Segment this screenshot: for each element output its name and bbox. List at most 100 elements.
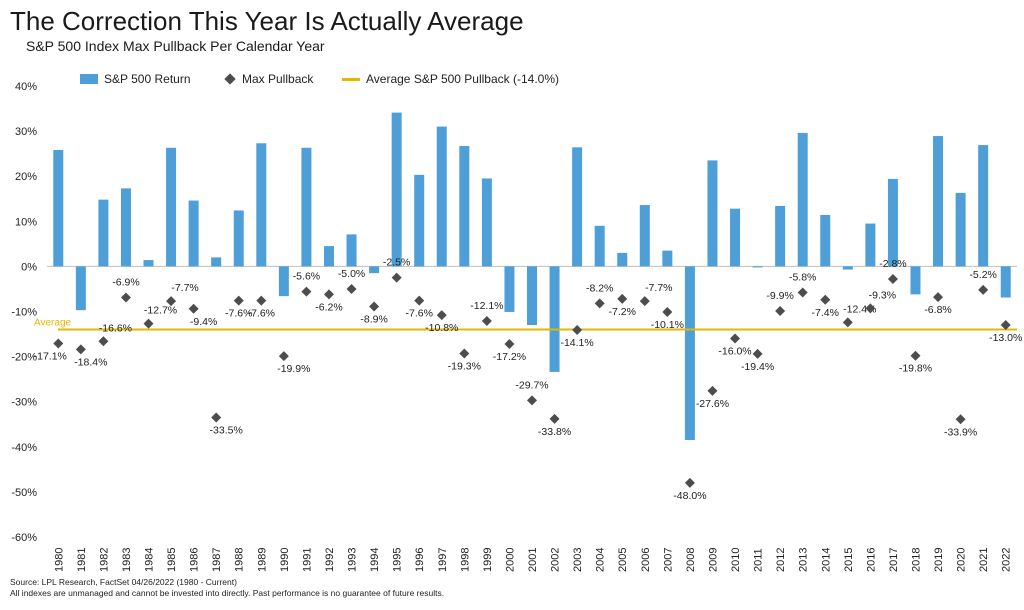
x-tick-label: 1980: [53, 548, 65, 572]
y-tick-label: 0%: [21, 261, 37, 273]
legend-item-average: Average S&P 500 Pullback (-14.0%): [342, 72, 559, 86]
pullback-marker-2016: [865, 303, 876, 314]
pullback-label-2021: -5.2%: [969, 269, 996, 281]
x-tick-label: 1988: [234, 548, 246, 572]
pullback-marker-1987: [211, 412, 222, 423]
bar-1994: [369, 266, 380, 274]
x-tick-label: 2018: [910, 548, 922, 572]
pullback-label-1991: -5.6%: [293, 271, 320, 283]
bar-2022: [1000, 266, 1011, 298]
pullback-marker-2022: [1000, 320, 1011, 331]
x-tick-label: 2019: [933, 548, 945, 572]
y-tick-label: -60%: [11, 532, 37, 544]
y-tick-label: -40%: [11, 442, 37, 454]
bar-2019: [933, 136, 944, 267]
y-tick-label: -20%: [11, 352, 37, 364]
x-tick-label: 2001: [527, 548, 539, 572]
bar-1981: [75, 266, 86, 311]
bar-1990: [278, 266, 289, 297]
bar-2001: [527, 266, 537, 326]
pullback-marker-1996: [414, 295, 425, 306]
pullback-marker-1998: [459, 348, 470, 359]
average-line-label: Average: [34, 318, 72, 329]
source-line-2: All indexes are unmanaged and cannot be …: [10, 588, 445, 598]
pullback-label-1999: -12.1%: [470, 300, 503, 312]
x-tick-label: 2014: [820, 548, 832, 572]
y-tick-label: -50%: [11, 487, 37, 499]
pullback-marker-2015: [842, 317, 853, 328]
pullback-marker-2004: [594, 298, 605, 309]
pullback-label-2014: -7.4%: [812, 307, 839, 319]
pullback-label-2022: -13.0%: [989, 332, 1022, 344]
source-line-1: Source: LPL Research, FactSet 04/26/2022…: [10, 577, 237, 587]
y-tick-label: 20%: [15, 171, 37, 183]
pullback-marker-1989: [256, 295, 267, 306]
pullback-label-1993: -5.0%: [338, 268, 365, 280]
bar-1989: [256, 143, 267, 267]
bar-1993: [346, 234, 357, 267]
x-tick-label: 1993: [347, 548, 359, 572]
x-tick-label: 1987: [211, 548, 223, 572]
x-tick-label: 2008: [685, 548, 697, 572]
bar-1983: [120, 188, 131, 267]
x-tick-label: 2020: [956, 548, 968, 572]
x-tick-label: 1991: [301, 548, 313, 572]
pullback-marker-1986: [188, 303, 199, 314]
bar-1998: [459, 145, 470, 267]
pullback-marker-2014: [820, 294, 831, 305]
pullback-label-1997: -10.8%: [425, 322, 458, 334]
pullback-marker-1983: [120, 292, 131, 303]
pullback-label-1995: -2.5%: [383, 257, 410, 269]
pullback-marker-1982: [98, 336, 109, 347]
x-tick-label: 2015: [843, 548, 855, 572]
bar-2015: [842, 266, 853, 270]
bar-1980: [53, 150, 64, 267]
pullback-label-2016: -9.3%: [869, 289, 896, 301]
bar-1999: [481, 178, 492, 267]
pullback-marker-2018: [910, 350, 921, 361]
pullback-label-2009: -27.6%: [696, 398, 729, 410]
x-tick-label: 1994: [369, 548, 381, 572]
y-tick-label: 10%: [15, 216, 37, 228]
bar-2014: [820, 214, 831, 267]
x-tick-label: 2007: [662, 548, 674, 572]
bar-2017: [887, 178, 898, 267]
y-tick-label: -30%: [11, 397, 37, 409]
pullback-marker-1981: [75, 344, 86, 355]
x-tick-label: 1985: [166, 548, 178, 572]
pullback-marker-2019: [933, 292, 944, 303]
pullback-marker-1985: [166, 296, 177, 307]
pullback-marker-2013: [797, 287, 808, 298]
pullback-label-2013: -5.8%: [789, 272, 816, 284]
legend-swatch-line: [342, 77, 360, 81]
pullback-label-2002: -33.8%: [538, 426, 571, 438]
pullback-marker-1980: [53, 338, 64, 349]
x-tick-label: 1983: [121, 548, 133, 572]
pullback-marker-2020: [955, 414, 966, 425]
bar-2020: [955, 192, 966, 267]
bar-2010: [730, 208, 741, 267]
chart-title: The Correction This Year Is Actually Ave…: [10, 6, 524, 36]
bar-2011: [752, 266, 763, 268]
x-tick-label: 1989: [256, 548, 268, 572]
pullback-marker-1992: [323, 289, 334, 300]
legend-label-pullback: Max Pullback: [242, 72, 314, 86]
pullback-marker-1993: [346, 283, 357, 294]
pullback-marker-2000: [504, 338, 515, 349]
pullback-marker-1995: [391, 272, 402, 283]
pullback-label-2007: -10.1%: [651, 319, 684, 331]
legend-item-pullback: Max Pullback: [224, 72, 313, 86]
x-tick-label: 2016: [865, 548, 877, 572]
y-tick-label: 30%: [15, 126, 37, 138]
bar-2016: [865, 223, 876, 267]
pullback-marker-1991: [301, 286, 312, 297]
pullback-marker-1997: [436, 310, 447, 321]
pullback-label-1994: -8.9%: [360, 314, 387, 326]
pullback-label-1996: -7.6%: [405, 308, 432, 320]
bar-1982: [98, 199, 109, 267]
pullback-label-2017: -2.8%: [879, 258, 906, 270]
bar-1987: [211, 257, 222, 267]
x-tick-label: 2010: [730, 548, 742, 572]
legend-label-return: S&P 500 Return: [104, 72, 191, 86]
x-tick-label: 2017: [888, 548, 900, 572]
